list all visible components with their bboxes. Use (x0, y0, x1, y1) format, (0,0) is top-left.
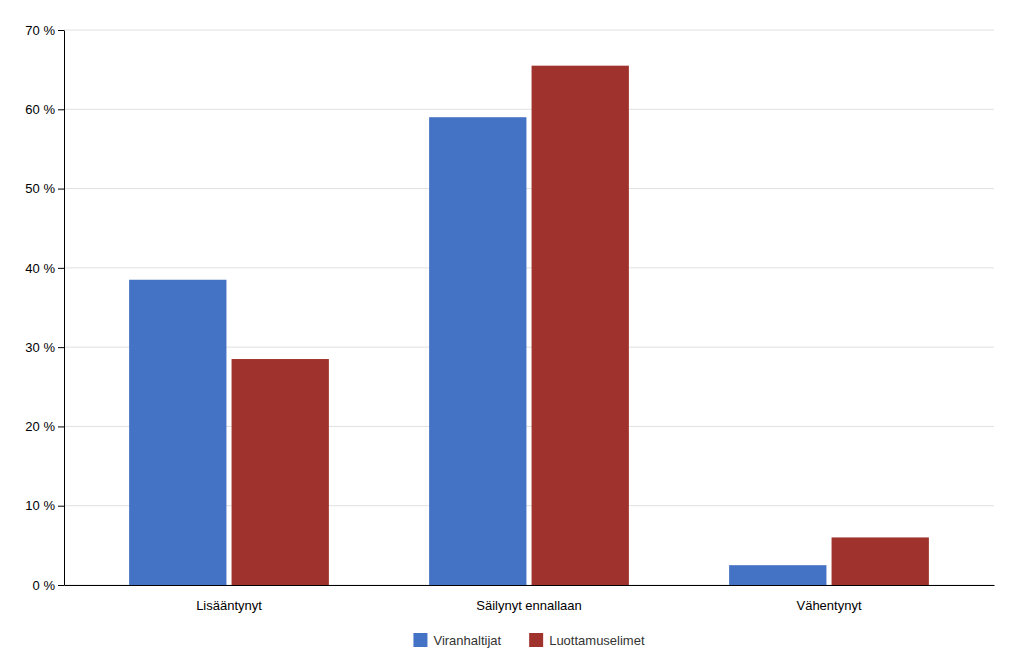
bar (729, 565, 826, 585)
grid-line (64, 30, 994, 31)
tick-mark (58, 585, 64, 586)
tick: Säilynyt ennallaan (476, 598, 582, 613)
axis-line (65, 585, 995, 586)
tick-mark (58, 268, 64, 269)
legend-swatch (413, 633, 427, 647)
bar-series (129, 117, 826, 585)
tick-mark (58, 189, 64, 190)
legend-label: Luottamuselimet (549, 633, 645, 648)
bar (532, 66, 629, 585)
tick-label: 20 % (25, 419, 55, 434)
tick-mark (58, 30, 64, 31)
tick: 40 % (25, 261, 64, 276)
tick: 30 % (25, 340, 64, 355)
grid-line (64, 267, 994, 268)
bar (429, 117, 526, 585)
legend-item: Luottamuselimet (529, 633, 645, 648)
tick-mark (58, 426, 64, 427)
legend: Viranhaltijat Luottamuselimet (413, 633, 644, 648)
grid-line (64, 188, 994, 189)
bar (832, 537, 929, 585)
bar (232, 359, 329, 585)
axis-line (64, 31, 65, 586)
grid (64, 30, 994, 585)
tick-label: 10 % (25, 498, 55, 513)
tick: 70 % (25, 23, 64, 38)
tick-mark (58, 347, 64, 348)
bar-series (232, 66, 929, 585)
tick-label: Lisääntynyt (196, 598, 262, 613)
grid-line (64, 109, 994, 110)
tick: 20 % (25, 419, 64, 434)
tick: Lisääntynyt (196, 598, 262, 613)
tick-label: 50 % (25, 181, 55, 196)
legend-item: Viranhaltijat (413, 633, 501, 648)
tick-label: 40 % (25, 261, 55, 276)
tick-mark (58, 109, 64, 110)
tick: 10 % (25, 498, 64, 513)
bar (129, 280, 226, 585)
tick: 60 % (25, 102, 64, 117)
tick-label: 70 % (25, 23, 55, 38)
tick: 0 % (33, 578, 64, 593)
chart: 0 % 10 % 20 % 30 % 40 % 50 % 60 % 70 % Lisääntyn… (0, 0, 1024, 665)
bars (129, 66, 929, 585)
plot: 0 % 10 % 20 % 30 % 40 % 50 % 60 % 70 % Lisääntyn… (25, 23, 994, 613)
y-axis: 0 % 10 % 20 % 30 % 40 % 50 % 60 % 70 % (25, 23, 64, 593)
tick-label: Vähentynyt (796, 598, 861, 613)
tick: 50 % (25, 181, 64, 196)
tick-label: 0 % (33, 578, 56, 593)
tick-label: 30 % (25, 340, 55, 355)
legend-label: Viranhaltijat (433, 633, 501, 648)
x-axis: Lisääntynyt Säilynyt ennallaan Vähentynyt (65, 586, 995, 613)
tick: Vähentynyt (796, 598, 861, 613)
legend-swatch (529, 633, 543, 647)
tick-mark (58, 506, 64, 507)
tick-label: Säilynyt ennallaan (476, 598, 582, 613)
tick-label: 60 % (25, 102, 55, 117)
